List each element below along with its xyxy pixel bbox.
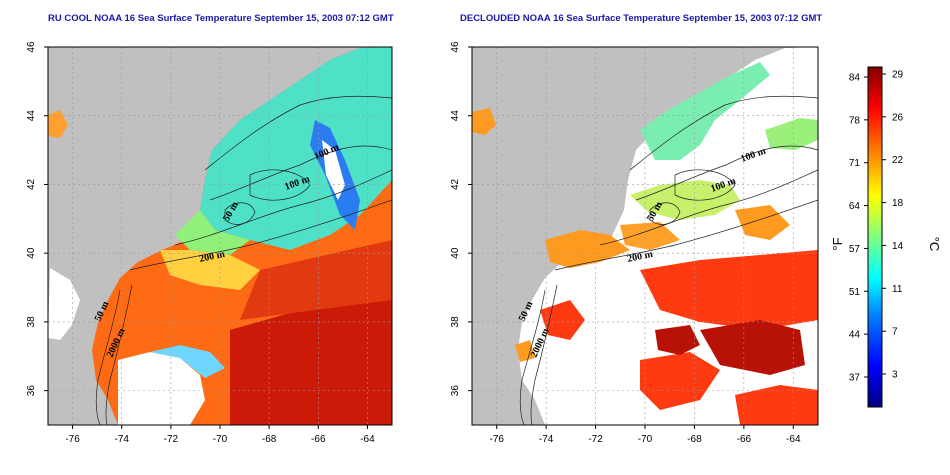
colorbar-gradient — [867, 66, 883, 408]
left-map-warm-band — [240, 240, 392, 320]
right-map-red-patch-3 — [640, 352, 720, 410]
right-x-tick-label: -70 — [638, 434, 653, 445]
right-map-cool-shelf — [640, 62, 770, 160]
left-x-tick-label: -70 — [213, 434, 228, 445]
colorbar: °F °C 84 78 71 64 57 51 44 37 29 26 22 18 14 11 7 3 — [830, 66, 942, 408]
right-x-tick-label: -76 — [489, 434, 504, 445]
left-x-tick-label: -72 — [164, 434, 179, 445]
left-map-green-band — [175, 210, 250, 255]
colorbar-f-tick-label: 44 — [849, 330, 861, 341]
left-x-tick-label: -68 — [262, 434, 277, 445]
left-map-yellow-band — [160, 250, 260, 290]
right-y-tick-label: 40 — [450, 247, 461, 259]
colorbar-c-tick-label: 3 — [892, 370, 898, 381]
right-map-orange-patch-2 — [735, 205, 790, 240]
right-map-orange-patch-nw — [472, 108, 496, 135]
colorbar-fahrenheit-label: °F — [830, 237, 845, 250]
colorbar-f-tick-label: 37 — [849, 373, 861, 384]
colorbar-c-tick-label: 7 — [892, 327, 898, 338]
colorbar-c-tick-label: 22 — [892, 155, 904, 166]
left-x-tick-label: -64 — [360, 434, 375, 445]
colorbar-c-tick-label: 11 — [892, 284, 903, 295]
left-x-tick-label: -74 — [114, 434, 129, 445]
left-y-tick-label: 46 — [26, 41, 37, 53]
left-y-tick-label: 36 — [26, 385, 37, 397]
left-x-tick-label: -66 — [311, 434, 326, 445]
colorbar-f-tick-label: 64 — [849, 201, 861, 212]
right-map: 100 m 100 m 50 m 200 m 50 m 2000 m — [472, 47, 818, 425]
colorbar-f-tick-label: 57 — [849, 244, 861, 255]
left-y-tick-label: 42 — [26, 178, 37, 190]
left-contour-label-4: 200 m — [198, 249, 226, 265]
right-map-orange-patch-4 — [515, 340, 535, 362]
right-x-tick-label: -66 — [737, 434, 752, 445]
left-map-cloud-south — [118, 352, 205, 425]
colorbar-ticks: 84 78 71 64 57 51 44 37 29 26 22 18 14 11 7 3 — [849, 70, 904, 384]
left-map-coast-cloud — [48, 268, 80, 340]
right-map-green-patch-ne — [765, 118, 818, 150]
right-map-orange-patch-3 — [620, 222, 680, 250]
left-x-tick-label: -76 — [65, 434, 80, 445]
right-map-red-patch-2 — [540, 300, 585, 340]
colorbar-celsius-label: °C — [927, 237, 942, 252]
right-x-tick-label: -68 — [687, 434, 702, 445]
right-y-tick-label: 44 — [450, 110, 461, 122]
right-y-tick-label: 38 — [450, 316, 461, 328]
right-y-tick-label: 46 — [450, 41, 461, 53]
left-map-bathymetry — [95, 95, 392, 425]
left-y-tick-label: 40 — [26, 247, 37, 259]
right-y-tick-label: 36 — [450, 385, 461, 397]
right-map-yellowgreen-band — [630, 180, 740, 220]
colorbar-f-tick-label: 78 — [849, 115, 861, 126]
right-map-red-patch-1 — [640, 250, 818, 330]
left-map-axes: -76 -74 -72 -70 -68 -66 -64 36 38 40 42 44 46 — [26, 41, 375, 445]
colorbar-c-tick-label: 14 — [892, 241, 904, 252]
right-map-bathymetry — [519, 95, 818, 425]
right-map-darkred-patch — [700, 320, 805, 375]
colorbar-f-tick-label: 51 — [849, 287, 861, 298]
right-x-tick-label: -72 — [588, 434, 603, 445]
left-map-cloud-patch — [322, 140, 345, 200]
colorbar-f-tick-label: 71 — [849, 158, 861, 169]
colorbar-c-tick-label: 29 — [892, 70, 904, 81]
right-map-red-patch-4 — [735, 385, 818, 425]
colorbar-c-tick-label: 18 — [892, 198, 904, 209]
left-map-cool-south — [150, 345, 225, 378]
right-contour-label-4: 200 m — [626, 249, 654, 265]
right-map-axes: -76 -74 -72 -70 -68 -66 -64 36 38 40 42 44 46 — [450, 41, 801, 445]
left-y-tick-label: 44 — [26, 110, 37, 122]
colorbar-f-tick-label: 84 — [849, 73, 861, 84]
right-map-darkred-patch-2 — [655, 325, 700, 355]
right-x-tick-label: -74 — [539, 434, 554, 445]
left-map-gulfstream — [230, 300, 392, 425]
left-map: 100 m 100 m 50 m 200 m 50 m 2000 m — [48, 47, 392, 425]
left-y-tick-label: 38 — [26, 316, 37, 328]
colorbar-c-tick-label: 26 — [892, 112, 904, 123]
right-y-tick-label: 42 — [450, 178, 461, 190]
right-map-grid — [472, 47, 818, 425]
left-panel-title: RU COOL NOAA 16 Sea Surface Temperature … — [48, 13, 394, 24]
right-panel-title: DECLOUDED NOAA 16 Sea Surface Temperatur… — [460, 13, 822, 24]
left-map-patch-nw — [48, 110, 68, 138]
right-x-tick-label: -64 — [786, 434, 801, 445]
left-map-grid — [48, 47, 392, 425]
